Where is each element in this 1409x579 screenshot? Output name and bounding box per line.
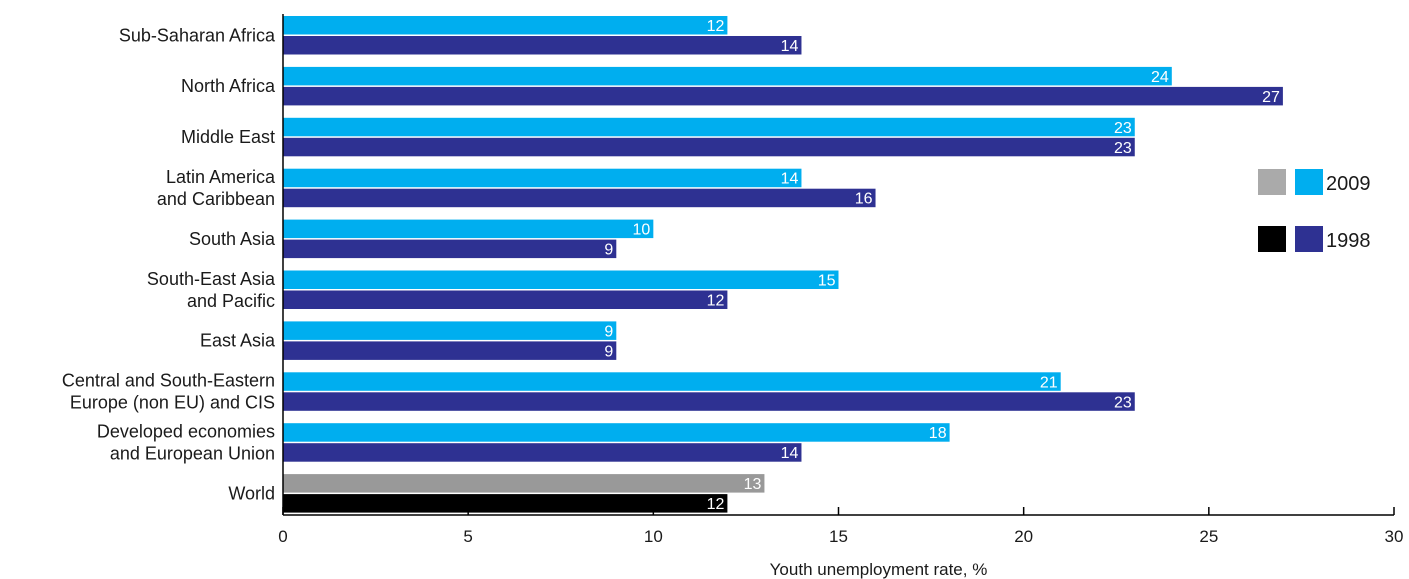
bar-value-label: 14 (781, 445, 799, 462)
bar-value-label: 9 (604, 343, 613, 360)
legend-swatch (1258, 169, 1286, 195)
x-axis: 0 5 10 15 20 25 30 (278, 14, 1403, 546)
bar-value-label: 27 (1262, 89, 1280, 106)
bar-1998-6 (283, 341, 617, 360)
bar-value-label: 12 (707, 496, 725, 513)
bar-value-label: 14 (781, 38, 799, 55)
x-tick-label: 5 (463, 527, 472, 546)
bar-value-label: 9 (604, 242, 613, 259)
bar-value-label: 16 (855, 191, 873, 208)
bar-2009-8 (283, 423, 950, 442)
bar-value-label: 14 (781, 171, 799, 188)
bar-1998-7 (283, 392, 1135, 411)
category-label: East Asia (200, 331, 276, 351)
bar-value-label: 13 (744, 476, 762, 493)
legend: 2009 1998 (1258, 169, 1371, 252)
category-label: Sub-Saharan Africa (119, 25, 276, 45)
bar-2009-7 (283, 372, 1061, 391)
x-tick-label: 25 (1199, 527, 1218, 546)
bar-1998-9 (283, 494, 728, 513)
category-label: Middle East (181, 127, 275, 147)
category-label: Developed economies (97, 421, 275, 441)
bar-2009-3 (283, 168, 802, 188)
bar-2009-1 (283, 66, 1172, 86)
bar-value-label: 21 (1040, 374, 1058, 391)
bar-value-label: 12 (707, 293, 725, 310)
bar-1998-4 (283, 239, 617, 259)
category-label: South Asia (189, 229, 276, 249)
bar-value-label: 23 (1114, 120, 1132, 137)
bar-value-label: 12 (707, 18, 725, 35)
x-tick-label: 30 (1385, 527, 1404, 546)
category-label: and European Union (110, 443, 275, 463)
legend-swatch (1295, 169, 1323, 195)
bar-2009-6 (283, 321, 617, 340)
bar-2009-9 (283, 474, 765, 493)
category-label: South-East Asia (147, 269, 276, 289)
category-labels: Sub-Saharan Africa North Africa Middle Eas… (62, 25, 276, 503)
x-tick-label: 0 (278, 527, 287, 546)
bar-value-label: 15 (818, 273, 836, 290)
bar-2009-0 (283, 16, 728, 35)
bar-2009-5 (283, 270, 839, 289)
legend-label: 2009 (1326, 173, 1371, 195)
bar-1998-3 (283, 188, 876, 208)
category-label: Europe (non EU) and CIS (70, 393, 275, 413)
bar-value-label: 10 (633, 222, 651, 239)
bar-2009-2 (283, 117, 1135, 137)
legend-label: 1998 (1326, 230, 1371, 252)
bar-1998-8 (283, 443, 802, 462)
bar-1998-0 (283, 36, 802, 55)
x-axis-title: Youth unemployment rate, % (770, 560, 988, 579)
bar-1998-1 (283, 86, 1283, 106)
bar-1998-5 (283, 290, 728, 309)
category-label: Latin America (166, 167, 276, 187)
bar-2009-4 (283, 219, 654, 239)
x-tick-label: 10 (644, 527, 663, 546)
bar-value-label: 23 (1114, 140, 1132, 157)
category-label: and Pacific (187, 291, 275, 311)
category-label: World (228, 483, 275, 503)
bar-1998-2 (283, 137, 1135, 157)
category-label: Central and South-Eastern (62, 371, 275, 391)
legend-swatch (1258, 226, 1286, 252)
bar-value-label: 9 (604, 323, 613, 340)
bar-value-label: 23 (1114, 394, 1132, 411)
bar-value-label: 24 (1151, 69, 1169, 86)
bar-value-label: 18 (929, 425, 947, 442)
x-tick-label: 15 (829, 527, 848, 546)
category-label: and Caribbean (157, 189, 275, 209)
x-tick-label: 20 (1014, 527, 1033, 546)
bars-group: 12 14 24 27 23 23 14 16 10 9 15 12 9 9 21 23 18 14 13 12 (283, 16, 1283, 513)
category-label: North Africa (181, 76, 276, 96)
legend-swatch (1295, 226, 1323, 252)
